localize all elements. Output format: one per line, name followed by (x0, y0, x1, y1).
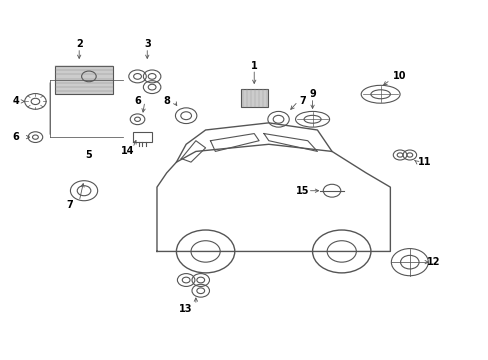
Text: 15: 15 (296, 186, 309, 196)
Text: 3: 3 (143, 39, 150, 49)
Text: 4: 4 (13, 96, 20, 107)
Text: 5: 5 (85, 150, 92, 160)
Text: 7: 7 (66, 200, 73, 210)
Text: 11: 11 (417, 157, 430, 167)
Text: 2: 2 (76, 39, 82, 49)
Text: 6: 6 (134, 96, 141, 107)
Text: 9: 9 (308, 89, 315, 99)
Bar (132, 132, 152, 143)
Text: 8: 8 (163, 96, 170, 107)
Text: 14: 14 (121, 147, 134, 157)
Text: 10: 10 (392, 71, 406, 81)
Text: 6: 6 (13, 132, 20, 142)
FancyBboxPatch shape (241, 89, 267, 107)
Text: 7: 7 (299, 96, 305, 107)
Text: 13: 13 (179, 303, 192, 314)
Text: 12: 12 (427, 257, 440, 267)
Bar (55, 66, 113, 94)
Text: 1: 1 (250, 61, 257, 71)
